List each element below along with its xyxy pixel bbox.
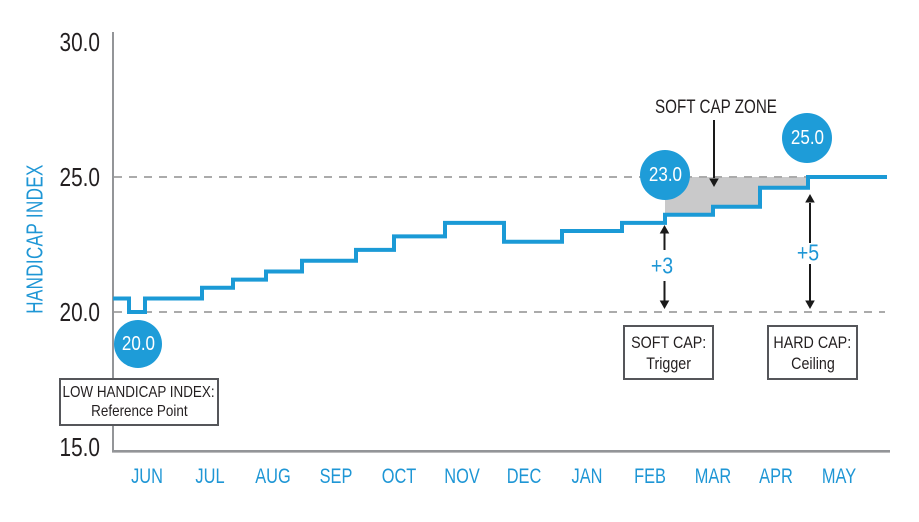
- x-tick-label-jan: JAN: [571, 465, 603, 488]
- y-tick-label-25.0: 25.0: [59, 162, 100, 192]
- soft-cap-zone-label: SOFT CAP ZONE: [655, 97, 777, 118]
- hard-cap-badge-value: 25.0: [790, 127, 824, 149]
- x-tick-label-mar: MAR: [694, 465, 732, 488]
- low-handicap-index-box-line2: Reference Point: [90, 403, 188, 420]
- x-tick-label-may: MAY: [821, 465, 857, 488]
- low-handicap-index-box-line1: LOW HANDICAP INDEX:: [62, 384, 216, 401]
- x-tick-label-feb: FEB: [634, 465, 667, 488]
- hard-cap-badge: 25.0: [782, 113, 832, 163]
- plus3-down-arrow-head: [659, 300, 670, 309]
- hard-cap-ceiling-box: HARD CAP: Ceiling: [767, 325, 858, 380]
- hard-cap-delta-label: +5: [796, 239, 820, 266]
- x-tick-label-sep: SEP: [319, 465, 353, 488]
- x-tick-label-apr: APR: [759, 465, 793, 488]
- soft-cap-badge: 23.0: [640, 150, 690, 200]
- low-handicap-index-box: LOW HANDICAP INDEX: Reference Point: [59, 378, 219, 426]
- low-handicap-badge: 20.0: [114, 320, 162, 368]
- handicap-index-step-line: [113, 175, 887, 314]
- low-handicap-badge-value: 20.0: [121, 333, 155, 355]
- x-tick-label-oct: OCT: [381, 465, 416, 488]
- hard-cap-ceiling-box-line2: Ceiling: [790, 353, 835, 373]
- soft-cap-zone-arrow-head: [709, 178, 719, 187]
- y-tick-label-20.0: 20.0: [59, 297, 100, 327]
- soft-cap-trigger-box: SOFT CAP: Trigger: [623, 325, 714, 380]
- x-tick-label-jun: JUN: [131, 465, 163, 488]
- x-tick-label-aug: AUG: [255, 465, 291, 488]
- soft-cap-trigger-box-line2: Trigger: [646, 353, 691, 373]
- plus5-down-arrow-head: [805, 300, 815, 309]
- soft-cap-delta-label: +3: [650, 252, 674, 279]
- y-tick-label-15.0: 15.0: [59, 432, 100, 462]
- y-tick-label-30.0: 30.0: [59, 27, 100, 57]
- soft-cap-badge-value: 23.0: [648, 164, 682, 186]
- hard-cap-ceiling-box-line1: HARD CAP:: [773, 332, 852, 352]
- x-tick-label-jul: JUL: [195, 465, 225, 488]
- plus5-up-arrow-head: [805, 194, 815, 203]
- plus3-up-arrow-head: [659, 225, 670, 234]
- soft-cap-trigger-box-line1: SOFT CAP:: [630, 332, 707, 352]
- x-tick-label-nov: NOV: [443, 465, 480, 488]
- x-tick-label-dec: DEC: [507, 465, 542, 488]
